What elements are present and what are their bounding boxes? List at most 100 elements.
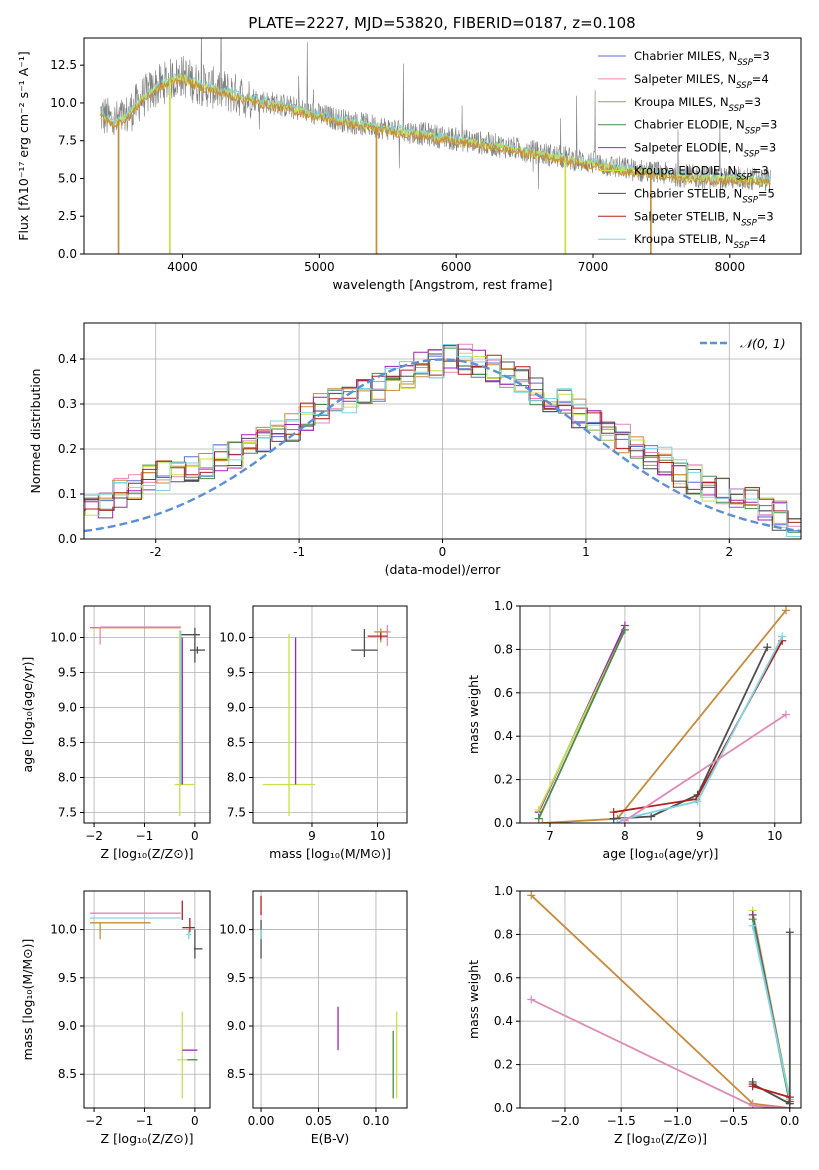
series-marker <box>647 812 656 821</box>
y-tick-label: 0.6 <box>494 971 513 985</box>
x-tick-label: -1 <box>293 545 305 559</box>
age_vs_Z-plot <box>84 606 210 823</box>
series-marker <box>534 814 543 823</box>
y-tick-label: 0.2 <box>58 442 77 456</box>
series-marker <box>782 710 791 719</box>
series-marker <box>620 625 629 634</box>
x-tick-label: 0.0 <box>780 1114 799 1128</box>
y-tick-label: 0.4 <box>58 352 77 366</box>
x-tick-label: 0 <box>439 545 447 559</box>
x-tick-label: −2 <box>85 1114 103 1128</box>
series-marker <box>778 632 787 641</box>
x-axis-label: age [log₁₀(age/yr)] <box>603 846 719 861</box>
y-tick-label: 9.5 <box>227 971 246 985</box>
x-tick-label: 10 <box>370 829 385 843</box>
x-axis-label: Z [log₁₀(Z/Z⊙)] <box>101 1131 194 1146</box>
series-marker <box>748 921 757 930</box>
y-tick-label: 0.0 <box>58 247 77 261</box>
y-tick-label: 10.0 <box>50 631 77 645</box>
spectrum-plot <box>99 38 772 254</box>
x-tick-label: −2.0 <box>550 1114 579 1128</box>
series-line <box>752 1085 791 1099</box>
mass_vs_EBV-plot <box>253 891 407 1108</box>
y-tick-label: 8.5 <box>58 736 77 750</box>
x-tick-label: 9 <box>308 829 316 843</box>
y-tick-label: 0.4 <box>494 729 513 743</box>
series-line <box>751 925 791 1100</box>
spectrum-dropout-line <box>564 157 567 254</box>
y-tick-label: 10.0 <box>219 923 246 937</box>
y-tick-label: 0.0 <box>58 532 77 546</box>
x-tick-label: −1 <box>136 1114 154 1128</box>
x-tick-label: 8000 <box>715 260 746 274</box>
y-tick-label: 12.5 <box>50 58 77 72</box>
y-tick-label: 9.0 <box>227 701 246 715</box>
legend-entry: Chabrier STELIB, NSSP=5 <box>634 186 775 205</box>
x-tick-label: -2 <box>150 545 162 559</box>
legend-entry: Salpeter ELODIE, NSSP=3 <box>634 141 776 160</box>
y-tick-label: 8.5 <box>227 1067 246 1081</box>
x-tick-label: −1 <box>136 829 154 843</box>
x-tick-label: 5000 <box>304 260 335 274</box>
y-tick-label: 0.0 <box>494 1101 513 1115</box>
series-marker <box>620 816 629 823</box>
x-axis-label: (data-model)/error <box>385 562 502 577</box>
series-marker <box>763 643 772 652</box>
gaussian-curve <box>84 358 801 533</box>
mass_vs_Z-axes: −2 −1 0 8.5 9.0 9.5 10.0 Z [log₁₀(Z/Z⊙)] mass [l… <box>20 890 211 1146</box>
y-axis-label: Flux [fλ10⁻¹⁷ erg cm⁻² s⁻¹ A⁻¹] <box>16 51 31 240</box>
series-line <box>624 713 787 822</box>
age_vs_Z-axes: −2 −1 0 7.5 8.0 8.5 9.0 9.5 10.0 Z [log₁₀(Z/Z⊙)] a… <box>20 605 211 861</box>
histogram-step-line <box>84 344 801 523</box>
x-axis-label: mass [log₁₀(M/M⊙)] <box>269 846 391 861</box>
spectrum-axes: 4000 5000 6000 7000 8000 0.0 2.5 5.0 7.5 10.0 12.5… <box>16 37 802 292</box>
y-tick-label: 0.3 <box>58 397 77 411</box>
y-tick-label: 7.5 <box>58 134 77 148</box>
legend-entry: Kroupa MILES, NSSP=3 <box>634 95 761 114</box>
series-marker <box>785 928 794 937</box>
y-tick-label: 9.5 <box>58 666 77 680</box>
series-marker <box>538 819 547 823</box>
axes-frame <box>519 890 802 1109</box>
x-axis-label: E(B-V) <box>311 1131 350 1146</box>
x-tick-label: 8 <box>621 829 629 843</box>
axes-frame <box>252 605 408 824</box>
series-marker <box>748 1101 757 1108</box>
x-tick-label: 7 <box>546 829 554 843</box>
y-tick-label: 5.0 <box>58 171 77 185</box>
x-tick-label: 4000 <box>167 260 198 274</box>
x-tick-label: 0 <box>191 829 199 843</box>
x-axis-label: Z [log₁₀(Z/Z⊙)] <box>614 1131 707 1146</box>
histogram-step-line <box>84 344 801 537</box>
y-axis-label: mass [log₁₀(M/M⊙)] <box>20 939 35 1061</box>
y-tick-label: 10.0 <box>50 96 77 110</box>
x-tick-label: 7000 <box>578 260 609 274</box>
legend-entry: Kroupa ELODIE, NSSP=3 <box>634 164 769 183</box>
spectrum-model-line <box>99 72 771 187</box>
x-tick-label: −0.5 <box>719 1114 748 1128</box>
y-tick-label: 0.4 <box>494 1014 513 1028</box>
x-tick-label: 0.00 <box>248 1114 275 1128</box>
y-tick-label: 7.5 <box>58 806 77 820</box>
x-tick-label: 10 <box>767 829 782 843</box>
series-marker <box>782 606 791 615</box>
y-tick-label: 0.1 <box>58 487 77 501</box>
figure-title: PLATE=2227, MJD=53820, FIBERID=0187, z=0… <box>248 14 635 32</box>
axes-frame <box>83 605 211 824</box>
series-marker <box>527 995 536 1004</box>
x-tick-label: −1.5 <box>607 1114 636 1128</box>
axes-frame <box>83 890 211 1109</box>
spectrum-dropout-line <box>649 172 652 254</box>
y-tick-label: 1.0 <box>494 599 513 613</box>
y-tick-label: 9.0 <box>227 1019 246 1033</box>
residuals-axes: -2 -1 0 1 2 0.0 0.1 0.2 0.3 0.4 (data-model)/error… <box>28 322 802 577</box>
y-tick-label: 9.5 <box>58 971 77 985</box>
y-tick-label: 9.0 <box>58 1019 77 1033</box>
x-tick-label: 0.10 <box>363 1114 390 1128</box>
spectrum-legend: Chabrier MILES, NSSP=3 Salpeter MILES, NS… <box>598 49 777 251</box>
x-tick-label: −1.0 <box>663 1114 692 1128</box>
y-tick-label: 0.0 <box>494 816 513 830</box>
y-tick-label: 8.0 <box>227 771 246 785</box>
y-axis-label: mass weight <box>466 675 481 754</box>
